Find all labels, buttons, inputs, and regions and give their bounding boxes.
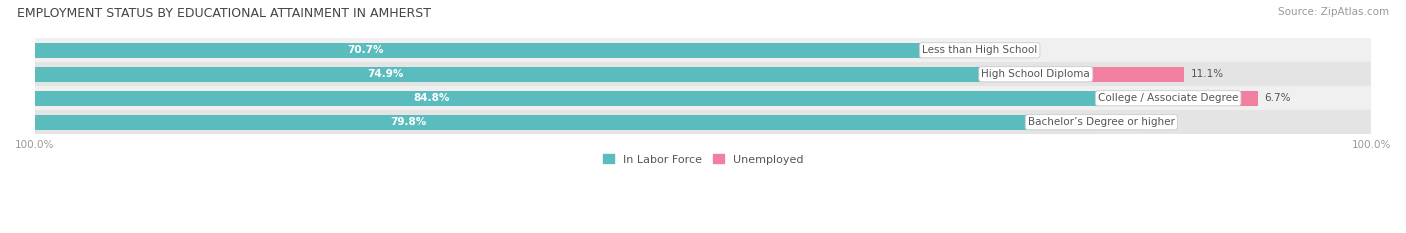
Bar: [35, 91, 1168, 106]
Text: 2.8%: 2.8%: [1146, 117, 1173, 127]
Bar: [1101, 115, 1139, 130]
Bar: [1168, 91, 1258, 106]
Bar: [35, 62, 1371, 86]
Bar: [35, 38, 1371, 62]
Text: 70.7%: 70.7%: [347, 45, 384, 55]
Text: 74.9%: 74.9%: [367, 69, 404, 79]
Bar: [35, 67, 1036, 82]
Text: Less than High School: Less than High School: [922, 45, 1038, 55]
Bar: [1036, 67, 1184, 82]
Text: College / Associate Degree: College / Associate Degree: [1098, 93, 1239, 103]
Bar: [35, 43, 980, 58]
Text: Source: ZipAtlas.com: Source: ZipAtlas.com: [1278, 7, 1389, 17]
Bar: [35, 86, 1371, 110]
Text: 79.8%: 79.8%: [389, 117, 426, 127]
Bar: [35, 115, 1101, 130]
Text: High School Diploma: High School Diploma: [981, 69, 1090, 79]
Text: Bachelor’s Degree or higher: Bachelor’s Degree or higher: [1028, 117, 1175, 127]
Text: 6.7%: 6.7%: [1264, 93, 1291, 103]
Legend: In Labor Force, Unemployed: In Labor Force, Unemployed: [598, 150, 808, 169]
Text: 84.8%: 84.8%: [413, 93, 450, 103]
Text: EMPLOYMENT STATUS BY EDUCATIONAL ATTAINMENT IN AMHERST: EMPLOYMENT STATUS BY EDUCATIONAL ATTAINM…: [17, 7, 430, 20]
Text: 0.0%: 0.0%: [987, 45, 1012, 55]
Text: 11.1%: 11.1%: [1191, 69, 1225, 79]
Bar: [35, 110, 1371, 134]
